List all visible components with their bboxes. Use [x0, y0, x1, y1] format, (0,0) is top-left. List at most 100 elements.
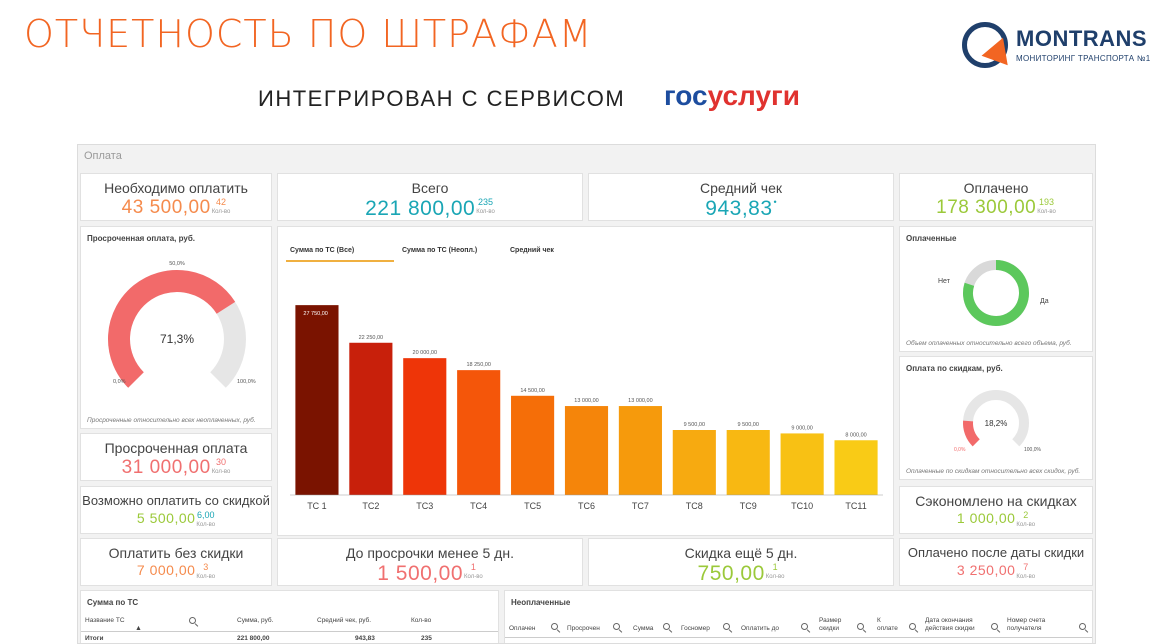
search-icon[interactable] — [551, 623, 558, 630]
kpi-before-overdue[interactable]: До просрочки менее 5 дн. 1 500,00 1 Кол-во — [277, 538, 583, 586]
tab-avg-check[interactable]: Средний чек — [510, 247, 554, 254]
kpi-count-label: Кол-во — [476, 209, 495, 215]
x-tick-label-1: ТС 1 — [307, 501, 327, 511]
kpi-label: Оплачено после даты скидки — [907, 545, 1085, 560]
kpi-overdue[interactable]: Просроченная оплата 31 000,00 30 Кол-во — [80, 433, 272, 481]
data-label-9: 9 500,00 — [738, 422, 759, 428]
data-label-8: 9 500,00 — [684, 422, 705, 428]
kpi-count-label: Кол-во — [196, 574, 216, 580]
discount-gauge-panel[interactable]: Оплата по скидкам, руб. 18,2% 0,0% 100,0% … — [899, 356, 1093, 480]
overdue-gauge: 71,3% 0,0% 50,0% 100,0% — [108, 261, 256, 388]
dashboard: Оплата Необходимо оплатить 43 500,00 42 Ко… — [77, 144, 1096, 644]
kpi-count: 193 — [1039, 197, 1055, 207]
paid-donut-panel[interactable]: Оплаченные Нет Да Объем оплаченных относи… — [899, 226, 1093, 352]
panel-title: Оплаченные — [906, 234, 957, 243]
kpi-saved[interactable]: Сэкономлено на скидках 1 000,00 2 Кол-во — [899, 486, 1093, 534]
kpi-value: 31 000,00 — [121, 457, 211, 478]
data-label-4: 18 250,00 — [466, 362, 490, 368]
kpi-value: 7 000,00 — [136, 562, 196, 578]
tab-sum-unpaid[interactable]: Сумма по ТС (Неопл.) — [402, 247, 478, 254]
col-header[interactable]: Размер скидки — [819, 617, 842, 632]
kpi-count: 235 — [478, 197, 494, 207]
gauge-mid-label: 50,0% — [169, 261, 185, 267]
kpi-no-discount[interactable]: Оплатить без скидки 7 000,00 3 Кол-во — [80, 538, 272, 586]
x-tick-label-6: ТС6 — [578, 501, 595, 511]
kpi-avg-check[interactable]: Средний чек 943,83• — [588, 173, 894, 221]
col-header[interactable]: Название ТС — [85, 617, 125, 624]
kpi-count: 1 — [772, 562, 778, 572]
kpi-count-label: Кол-во — [1037, 209, 1056, 215]
kpi-count-label: Кол-во — [211, 209, 231, 215]
integration-subtitle: ИНТЕГРИРОВАН С СЕРВИСОМ — [258, 86, 626, 111]
donut-yes-label: Да — [1040, 298, 1049, 305]
kpi-value: 750,00 — [697, 562, 765, 585]
bar-2 — [349, 342, 393, 495]
kpi-count-label: Кол-во — [765, 574, 785, 580]
panel-title: Просроченная оплата, руб. — [87, 234, 195, 243]
kpi-paid-after[interactable]: Оплачено после даты скидки 3 250,00 7 Кол-… — [899, 538, 1093, 586]
logo-tagline: МОНИТОРИНГ ТРАНСПОРТА №1 — [1016, 54, 1151, 63]
dashboard-title: Оплата — [84, 150, 122, 162]
col-header[interactable]: Сумма, руб. — [237, 617, 274, 624]
donut-yes-slice — [963, 260, 1029, 326]
col-header[interactable]: Номер счета получателя — [1007, 617, 1046, 632]
donut-no-label: Нет — [938, 278, 951, 285]
kpi-count-label: Кол-во — [211, 469, 231, 475]
search-icon[interactable] — [663, 623, 670, 630]
cell: 221 800,00 — [237, 635, 270, 642]
table-title: Сумма по ТС — [87, 598, 139, 607]
gauge-max-label: 100,0% — [237, 379, 256, 385]
sum-table: Сумма по ТС Название ТС ▲ Сумма, руб. Ср… — [80, 590, 499, 643]
paid-donut: Нет Да — [938, 260, 1049, 326]
search-icon[interactable] — [991, 623, 998, 630]
search-icon[interactable] — [909, 623, 916, 630]
col-header[interactable]: Кол-во — [411, 617, 432, 624]
col-header[interactable]: Госномер — [681, 625, 710, 632]
data-label-3: 20 000,00 — [413, 350, 437, 356]
bar-3 — [403, 358, 447, 495]
kpi-count: 30 — [216, 457, 227, 467]
x-tick-label-11: ТС11 — [845, 501, 866, 511]
x-tick-label-3: ТС3 — [416, 501, 433, 511]
unpaid-table: Неоплаченные Оплачен Просрочен Сумма Гос… — [504, 590, 1093, 643]
sort-icon[interactable]: ▲ — [135, 625, 142, 632]
col-header[interactable]: Средний чек, руб. — [317, 617, 372, 624]
search-icon[interactable] — [189, 617, 196, 624]
gauge-value: 71,3% — [160, 332, 194, 346]
search-icon[interactable] — [801, 623, 808, 630]
gosuslugi-left: гос — [664, 80, 708, 111]
kpi-discount-5days[interactable]: Скидка ещё 5 дн. 750,00 1 Кол-во — [588, 538, 894, 586]
search-icon[interactable] — [613, 623, 620, 630]
kpi-count-label: Кол-во — [464, 574, 483, 580]
col-header[interactable]: Сумма — [633, 625, 654, 632]
kpi-total[interactable]: Всего 221 800,00 235 Кол-во — [277, 173, 583, 221]
gauge-min-label: 0,0% — [954, 447, 966, 453]
search-icon[interactable] — [723, 623, 730, 630]
col-header[interactable]: Оплачен — [509, 625, 536, 632]
logo-name: MONTRANS — [1016, 26, 1148, 51]
cell: Итоги — [85, 635, 104, 642]
col-header[interactable]: Дата окончания действия скидки — [925, 617, 975, 632]
search-icon[interactable] — [1079, 623, 1086, 630]
kpi-label: Просроченная оплата — [104, 440, 248, 456]
x-tick-label-4: ТС4 — [470, 501, 487, 511]
cell: 943,83 — [355, 635, 375, 642]
tab-sum-all[interactable]: Сумма по ТС (Все) — [286, 241, 394, 262]
kpi-value: 1 000,00 — [956, 510, 1016, 526]
kpi-need-pay[interactable]: Необходимо оплатить 43 500,00 42 Кол-во — [80, 173, 272, 221]
kpi-discount-possible[interactable]: Возможно оплатить со скидкой 5 500,00 6,0… — [80, 486, 272, 534]
kpi-paid[interactable]: Оплачено 178 300,00 193 Кол-во — [899, 173, 1093, 221]
data-label-7: 13 000,00 — [628, 398, 652, 404]
kpi-count: 42 — [216, 197, 227, 207]
kpi-count: 1 — [470, 562, 476, 572]
col-header[interactable]: К оплате — [877, 617, 898, 632]
kpi-value: 43 500,00 — [121, 197, 211, 218]
gauge-fill — [963, 420, 980, 447]
overdue-gauge-panel[interactable]: Просроченная оплата, руб. 71,3% 0,0% 50,0%… — [80, 226, 272, 429]
search-icon[interactable] — [857, 623, 864, 630]
col-header[interactable]: Оплатить до — [741, 625, 780, 632]
col-header[interactable]: Просрочен — [567, 625, 600, 632]
data-label-6: 13 000,00 — [574, 398, 598, 404]
kpi-count: 6,00 — [196, 510, 215, 520]
